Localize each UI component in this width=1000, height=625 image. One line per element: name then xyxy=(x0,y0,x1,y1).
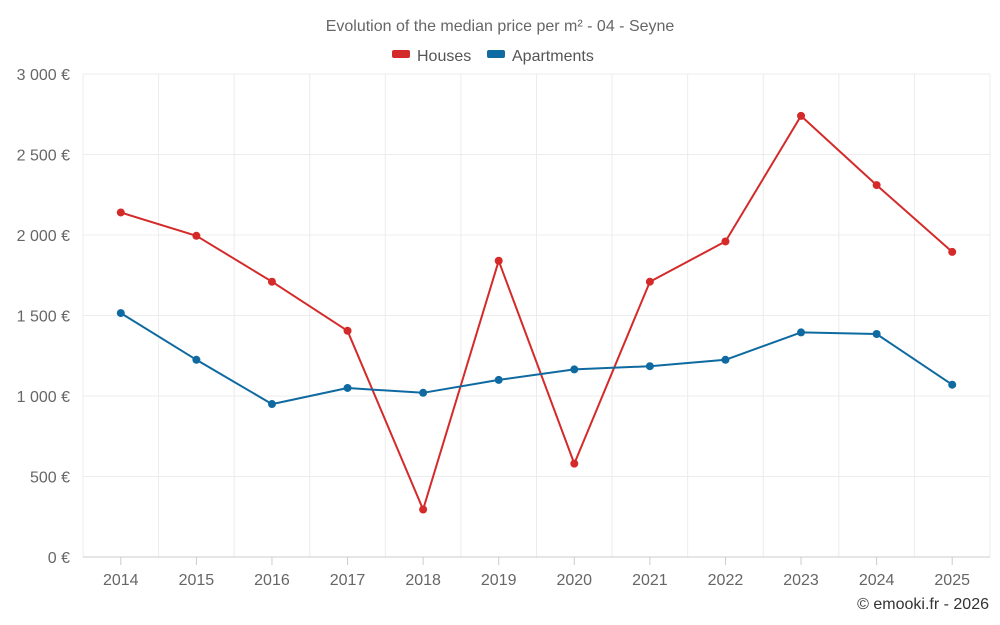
data-point-apartments[interactable] xyxy=(192,355,201,364)
x-tick-label: 2016 xyxy=(254,572,290,589)
data-point-apartments[interactable] xyxy=(872,330,881,339)
x-tick-label: 2024 xyxy=(859,572,895,589)
credit-text: © emooki.fr - 2026 xyxy=(857,596,989,613)
data-point-apartments[interactable] xyxy=(494,375,503,384)
legend-label-houses: Houses xyxy=(417,48,471,65)
series-line-apartments xyxy=(120,312,953,406)
data-point-apartments[interactable] xyxy=(645,362,654,371)
x-tick-label: 2020 xyxy=(556,572,592,589)
data-point-houses[interactable] xyxy=(797,111,806,120)
data-point-houses[interactable] xyxy=(192,231,201,240)
data-point-apartments[interactable] xyxy=(267,400,276,409)
series-line-houses xyxy=(120,114,953,511)
data-point-houses[interactable] xyxy=(419,505,428,514)
data-point-apartments[interactable] xyxy=(797,328,806,337)
legend-item-houses[interactable]: Houses xyxy=(392,48,471,65)
grid xyxy=(82,73,991,557)
x-tick-label: 2022 xyxy=(708,572,744,589)
y-tick-label: 0 € xyxy=(48,550,70,567)
data-point-houses[interactable] xyxy=(721,237,730,246)
x-tick-label: 2015 xyxy=(179,572,215,589)
legend-label-apartments: Apartments xyxy=(512,48,594,65)
chart-title: Evolution of the median price per m² - 0… xyxy=(326,18,675,35)
x-tick-label: 2021 xyxy=(632,572,668,589)
data-point-apartments[interactable] xyxy=(116,309,125,318)
data-point-apartments[interactable] xyxy=(419,388,428,397)
data-point-houses[interactable] xyxy=(494,256,503,265)
data-point-houses[interactable] xyxy=(872,181,881,190)
x-tick-label: 2025 xyxy=(934,572,970,589)
legend: Houses Apartments xyxy=(392,48,594,65)
data-point-houses[interactable] xyxy=(645,277,654,286)
legend-item-apartments[interactable]: Apartments xyxy=(487,48,594,65)
data-point-houses[interactable] xyxy=(570,459,579,468)
x-tick-label: 2014 xyxy=(103,572,139,589)
data-point-houses[interactable] xyxy=(948,247,957,256)
data-point-apartments[interactable] xyxy=(570,365,579,374)
legend-swatch-houses xyxy=(392,50,410,58)
data-point-houses[interactable] xyxy=(116,208,125,217)
y-tick-label: 3 000 € xyxy=(17,67,70,84)
y-tick-label: 2 000 € xyxy=(17,228,70,245)
series xyxy=(116,111,957,514)
legend-swatch-apartments xyxy=(487,50,505,58)
x-tick-label: 2017 xyxy=(330,572,366,589)
y-tick-label: 500 € xyxy=(30,470,70,487)
x-axis: 2014 2015 2016 2017 2018 2019 2020 2021 2022 2023… xyxy=(83,556,990,589)
data-point-houses[interactable] xyxy=(267,277,276,286)
x-tick-label: 2023 xyxy=(783,572,819,589)
y-axis: 0 € 500 € 1 000 € 1 500 € 2 000 € 2 500 € 3 00… xyxy=(17,67,70,567)
y-tick-label: 1 000 € xyxy=(17,389,70,406)
data-point-apartments[interactable] xyxy=(343,383,352,392)
data-point-houses[interactable] xyxy=(343,326,352,335)
y-tick-label: 2 500 € xyxy=(17,148,70,165)
y-tick-label: 1 500 € xyxy=(17,309,70,326)
x-tick-label: 2018 xyxy=(405,572,441,589)
data-point-apartments[interactable] xyxy=(948,380,957,389)
data-point-apartments[interactable] xyxy=(721,355,730,364)
x-tick-label: 2019 xyxy=(481,572,517,589)
